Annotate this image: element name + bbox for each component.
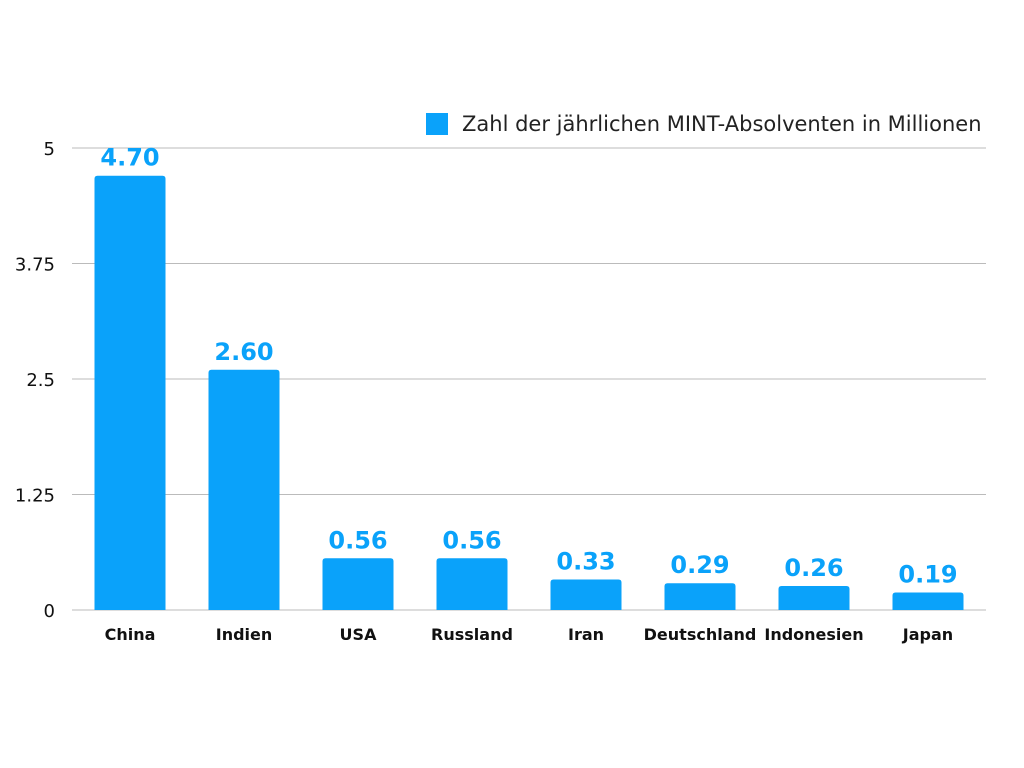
bar [664,583,736,610]
bar [208,369,280,610]
x-tick-label: Deutschland [644,625,757,644]
x-tick-label: Japan [902,625,953,644]
data-label: 0.56 [328,526,387,554]
y-tick-label: 5 [44,139,55,160]
data-label: 0.26 [784,554,843,582]
data-label: 0.19 [898,560,957,588]
x-axis-ticks: China Indien USA Russland Iran Deutschland Ind… [105,625,954,644]
chart-legend: Zahl der jährlichen MINT-Absolventen in … [426,110,982,138]
legend-label: Zahl der jährlichen MINT-Absolventen in … [462,112,982,136]
bar [550,579,622,610]
data-label: 0.56 [442,526,501,554]
x-tick-label: Russland [431,625,513,644]
data-label: 4.70 [100,144,159,172]
bars [94,175,964,610]
y-tick-label: 2.5 [26,370,55,391]
data-label: 0.29 [670,551,729,579]
bar [778,585,850,610]
x-tick-label: Iran [568,625,604,644]
x-tick-label: Indonesien [764,625,863,644]
legend-swatch [426,113,448,135]
y-tick-label: 0 [44,601,55,622]
x-tick-label: USA [340,625,378,644]
data-label: 2.60 [214,338,273,366]
bar [892,592,964,610]
y-tick-label: 3.75 [15,255,55,276]
x-tick-label: Indien [216,625,273,644]
y-axis-ticks: 0 1.25 2.5 3.75 5 [15,139,55,622]
bar [322,558,394,610]
bar [436,558,508,610]
data-label: 0.33 [556,548,615,576]
data-labels: 4.70 2.60 0.56 0.56 0.33 0.29 0.26 0.19 [100,144,957,589]
x-tick-label: China [105,625,156,644]
y-tick-label: 1.25 [15,486,55,507]
bar [94,175,166,610]
